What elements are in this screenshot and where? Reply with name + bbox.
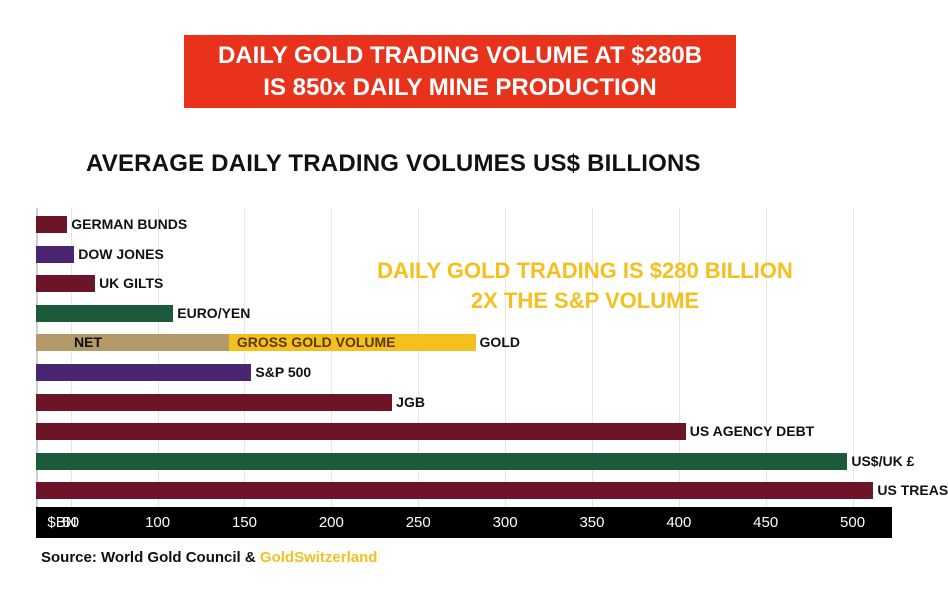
x-tick-100: 100: [145, 514, 171, 531]
bar-label-us-agency-debt: US AGENCY DEBT: [689, 423, 815, 440]
x-tick-150: 150: [231, 514, 257, 531]
bar-jgb: [36, 393, 393, 411]
bar-s-p-500: [36, 364, 252, 381]
bar-us-uk: [36, 452, 848, 470]
x-tick-350: 350: [579, 514, 605, 531]
gold-callout: DAILY GOLD TRADING IS $280 BILLION 2X TH…: [320, 256, 850, 316]
gridline-300: [505, 208, 507, 508]
bar-uk-gilts: [36, 275, 96, 293]
x-tick-250: 250: [405, 514, 431, 531]
bar-label-german-bunds: GERMAN BUNDS: [71, 216, 188, 232]
x-tick-500: 500: [840, 514, 866, 531]
gridline-100: [157, 208, 159, 508]
source-note: Source: World Gold Council & GoldSwitzer…: [41, 549, 377, 566]
gridline-400: [678, 208, 680, 508]
gridline-250: [418, 208, 420, 508]
x-tick-200: 200: [318, 514, 344, 531]
y-axis-baseline: [36, 208, 38, 508]
gridline-50: [70, 208, 72, 508]
headline-line-2: IS 850x DAILY MINE PRODUCTION: [263, 73, 657, 101]
bar-label-gold: GOLD: [479, 334, 520, 351]
bar-us-treas: [36, 482, 874, 500]
bar-us-agency-debt: [36, 423, 686, 441]
x-tick-300: 300: [492, 514, 518, 531]
x-tick-400: 400: [666, 514, 692, 531]
x-axis: $BN 50 100 150 200 250 300 350 400 450 500: [36, 507, 892, 538]
bar-segment-gross-gold-volume: [228, 334, 476, 352]
segment-label-gross-gold-volume: GROSS GOLD VOLUME: [236, 334, 396, 351]
gridline-450: [765, 208, 767, 508]
bar-label-euro-yen: EURO/YEN: [177, 304, 251, 321]
bar-german-bunds: [36, 216, 68, 233]
bar-label-us-treas: US TREAS.: [877, 482, 948, 499]
bar-label-us-uk: US$/UK £: [851, 452, 915, 469]
plot-area: GERMAN BUNDS DOW JONES UK GILTS EURO/YEN NET…: [36, 208, 948, 508]
headline-line-1: DAILY GOLD TRADING VOLUME AT $280B: [217, 41, 703, 69]
gridline-150: [244, 208, 246, 508]
segment-label-net: NET: [74, 334, 102, 351]
bar-segment-net: [36, 334, 229, 352]
gridline-500: [852, 208, 854, 508]
bar-label-dow-jones: DOW JONES: [78, 245, 164, 262]
bar-dow-jones: [36, 245, 75, 263]
x-axis-unit-label: $BN: [47, 514, 77, 531]
x-tick-450: 450: [753, 514, 779, 531]
callout-line-2: 2X THE S&P VOLUME: [470, 288, 700, 313]
source-brand: GoldSwitzerland: [259, 549, 378, 566]
headline-banner: DAILY GOLD TRADING VOLUME AT $280B IS 85…: [184, 35, 736, 108]
chart-title: AVERAGE DAILY TRADING VOLUMES US$ BILLIO…: [86, 150, 701, 177]
gridline-200: [331, 208, 333, 508]
source-prefix: Source: World Gold Council &: [41, 549, 260, 566]
bar-label-s-p-500: S&P 500: [255, 364, 312, 380]
callout-line-1: DAILY GOLD TRADING IS $280 BILLION: [377, 258, 793, 283]
bar-euro-yen: [36, 304, 174, 322]
gridline-350: [591, 208, 593, 508]
x-tick-50: 50: [62, 514, 80, 531]
bar-label-jgb: JGB: [396, 393, 425, 410]
bar-label-uk-gilts: UK GILTS: [99, 275, 164, 292]
